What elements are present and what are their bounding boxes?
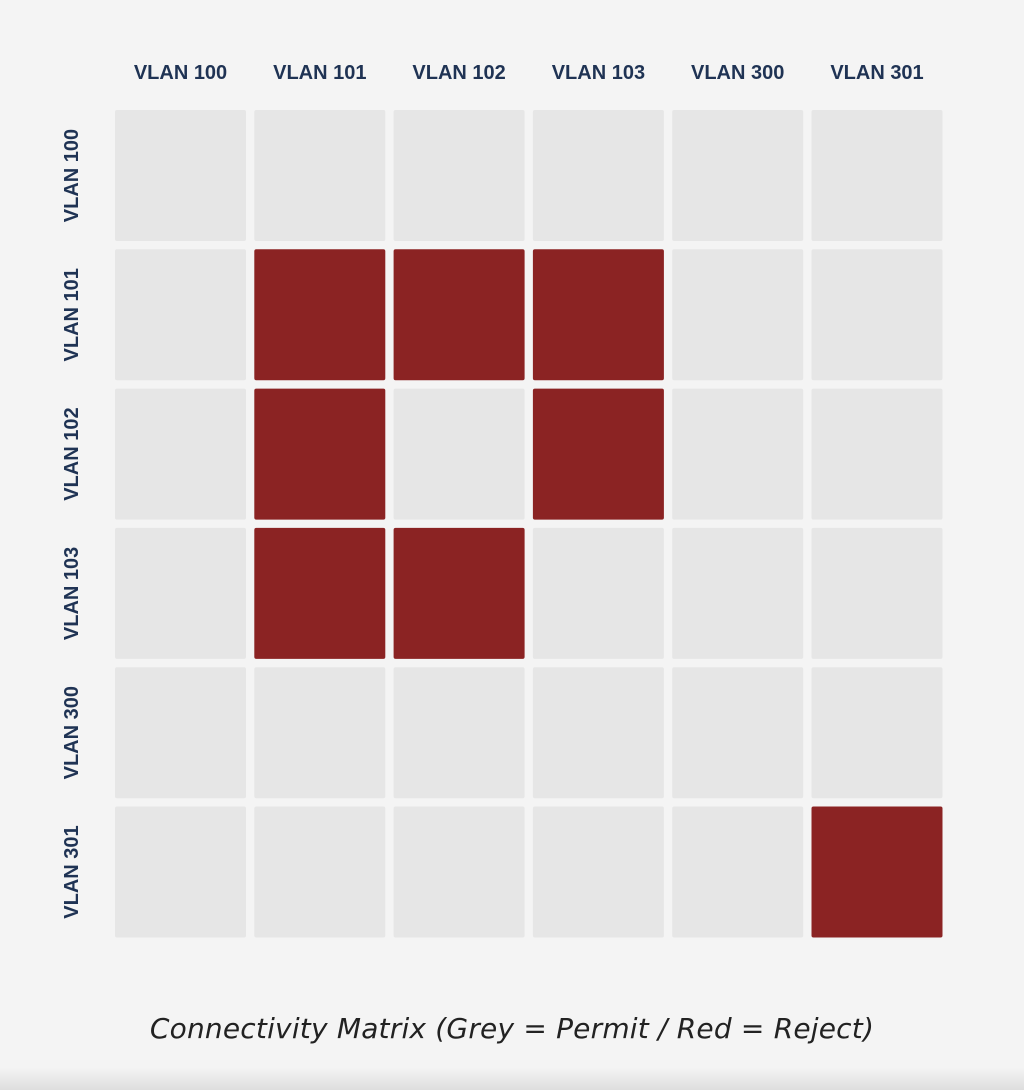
column-label: VLAN 101 — [273, 62, 366, 84]
matrix-cell-permit — [115, 110, 246, 241]
matrix-cell-permit — [115, 527, 246, 659]
matrix-cell-permit — [115, 667, 246, 799]
row-label: VLAN 100 — [61, 129, 83, 222]
matrix-cell-permit — [393, 667, 525, 799]
column-label: VLAN 300 — [691, 62, 784, 84]
matrix-cell-permit — [672, 249, 804, 381]
matrix-cell-permit — [811, 388, 943, 520]
matrix-cell-reject — [393, 249, 525, 381]
matrix-cell-permit — [254, 667, 386, 799]
matrix-cell-permit — [532, 806, 664, 938]
row-label: VLAN 301 — [61, 825, 83, 918]
matrix-cell-reject — [393, 527, 525, 659]
matrix-cell-permit — [532, 110, 664, 241]
matrix-cell-permit — [393, 110, 525, 241]
column-label: VLAN 103 — [552, 62, 645, 84]
connectivity-matrix: VLAN 100 VLAN 101 VLAN 102 VLAN 103 VLAN 300… — [61, 62, 943, 938]
column-label: VLAN 100 — [134, 62, 227, 84]
matrix-cell-permit — [811, 527, 943, 659]
bottom-edge — [0, 1068, 1024, 1090]
matrix-cells — [115, 110, 943, 938]
column-labels: VLAN 100 VLAN 101 VLAN 102 VLAN 103 VLAN 300… — [134, 62, 924, 84]
matrix-cell-reject — [532, 249, 664, 381]
matrix-cell-reject — [532, 388, 664, 520]
matrix-cell-permit — [254, 110, 386, 241]
matrix-cell-permit — [811, 667, 943, 799]
column-label: VLAN 102 — [412, 62, 505, 84]
matrix-cell-reject — [254, 249, 386, 381]
matrix-cell-reject — [254, 527, 386, 659]
matrix-cell-permit — [672, 388, 804, 520]
column-label: VLAN 301 — [830, 62, 923, 84]
matrix-cell-permit — [393, 806, 525, 938]
matrix-cell-permit — [811, 110, 943, 241]
matrix-cell-permit — [115, 806, 246, 938]
row-label: VLAN 103 — [61, 547, 83, 640]
matrix-cell-permit — [532, 527, 664, 659]
matrix-cell-reject — [811, 806, 943, 938]
matrix-cell-permit — [811, 249, 943, 381]
matrix-cell-permit — [254, 806, 386, 938]
chart-title: Connectivity Matrix (Grey = Permit / Red… — [149, 1012, 875, 1045]
row-label: VLAN 300 — [61, 686, 83, 779]
matrix-cell-permit — [672, 667, 804, 799]
row-label: VLAN 101 — [61, 268, 83, 361]
matrix-cell-permit — [393, 388, 525, 520]
matrix-cell-permit — [672, 110, 804, 241]
row-label: VLAN 102 — [61, 407, 83, 500]
matrix-cell-permit — [672, 806, 804, 938]
matrix-cell-permit — [115, 249, 246, 381]
matrix-cell-permit — [115, 388, 246, 520]
matrix-cell-permit — [672, 527, 804, 659]
row-labels: VLAN 100 VLAN 101 VLAN 102 VLAN 103 VLAN 300… — [61, 129, 83, 919]
matrix-cell-reject — [254, 388, 386, 520]
matrix-cell-permit — [532, 667, 664, 799]
